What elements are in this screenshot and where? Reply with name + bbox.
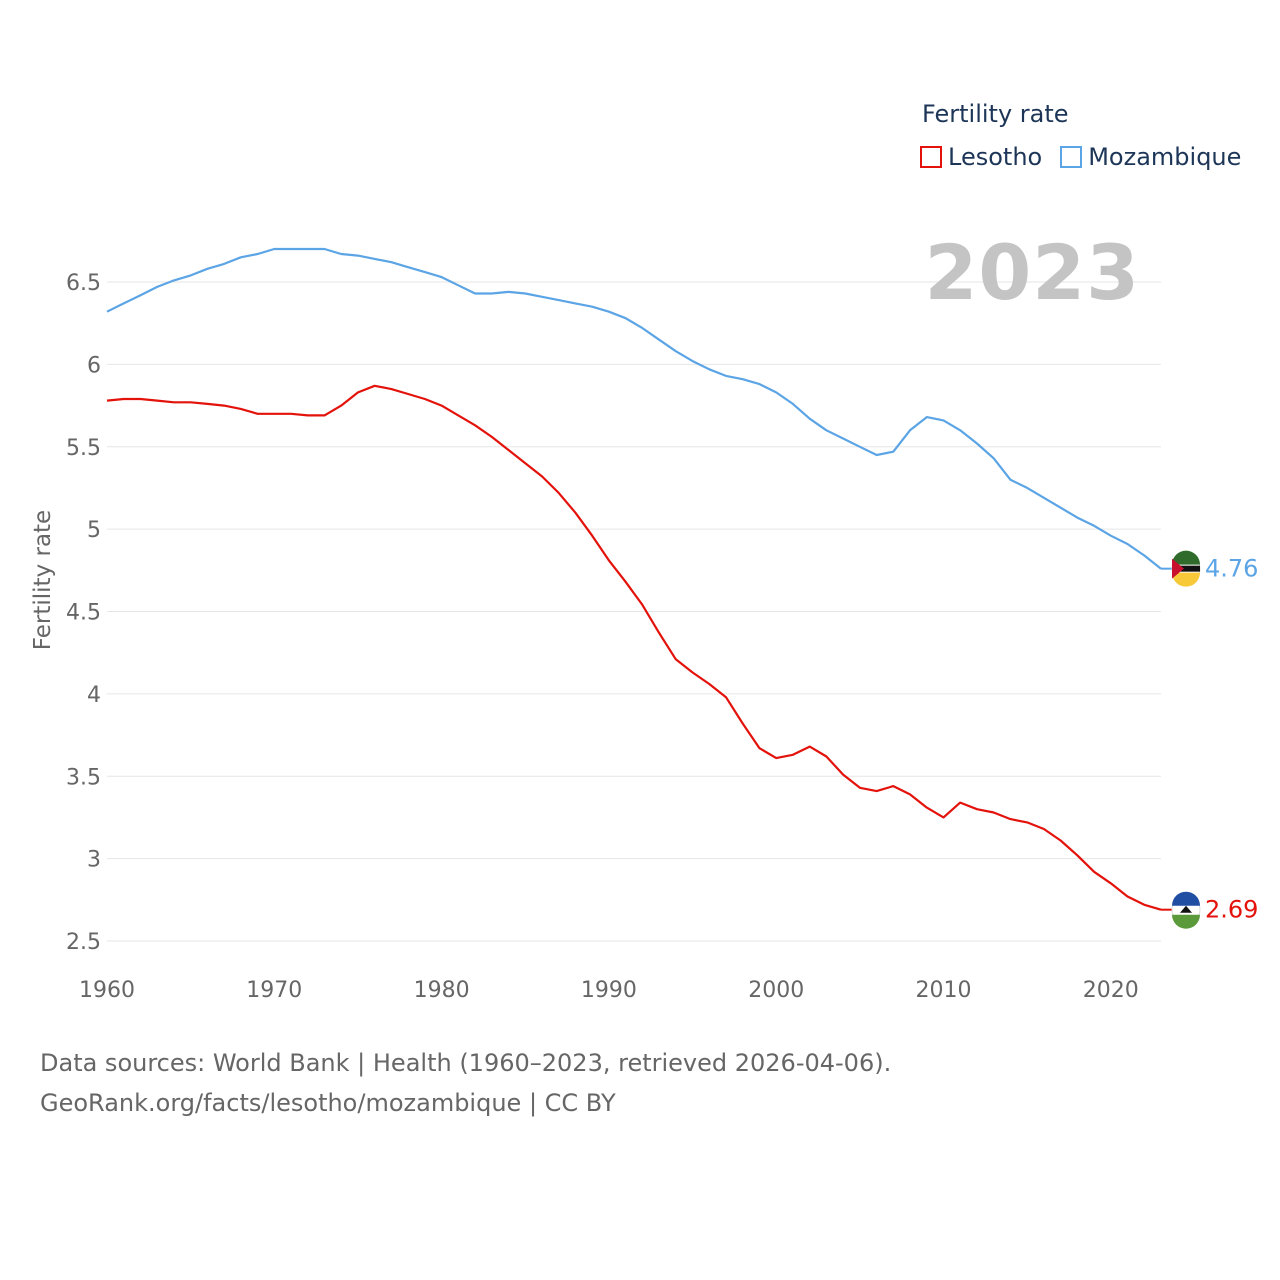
y-tick-label: 4: [87, 683, 101, 708]
y-tick-label: 5: [87, 518, 101, 543]
year-label: 2023: [924, 228, 1140, 317]
x-tick-label: 2020: [1083, 978, 1139, 1003]
series-line-lesotho: [106, 384, 1162, 911]
y-tick-label: 6.5: [66, 271, 101, 296]
legend-label-mozambique: Mozambique: [1088, 143, 1242, 171]
flag-mozambique-red: [1172, 558, 1184, 579]
x-tick-label: 1960: [79, 978, 135, 1003]
source-note: Data sources: World Bank | Health (1960–…: [40, 1043, 891, 1123]
legend-item-lesotho[interactable]: Lesotho: [920, 143, 1042, 171]
legend-title: Fertility rate: [922, 100, 1069, 128]
flag-lesotho-green: [1172, 914, 1200, 929]
legend-label-lesotho: Lesotho: [948, 143, 1043, 171]
source-line-2[interactable]: GeoRank.org/facts/lesotho/mozambique | C…: [40, 1089, 616, 1117]
x-tick-label: 1980: [414, 978, 470, 1003]
x-tick-label: 2010: [916, 978, 972, 1003]
legend-swatch-lesotho: [920, 146, 942, 168]
legend-item-mozambique[interactable]: Mozambique: [1060, 143, 1241, 171]
y-tick-label: 5.5: [66, 436, 101, 461]
end-value-label-mozambique: 4.76: [1205, 555, 1258, 583]
x-tick-label: 2000: [748, 978, 804, 1003]
y-tick-label: 2.5: [66, 930, 101, 955]
y-tick-label: 4.5: [66, 601, 101, 626]
y-tick-label: 3.5: [66, 765, 101, 790]
flag-mozambique-black: [1172, 565, 1200, 572]
y-axis-label: Fertility rate: [30, 510, 56, 650]
source-line-1: Data sources: World Bank | Health (1960–…: [40, 1049, 892, 1077]
x-tick-label: 1970: [246, 978, 302, 1003]
flag-mozambique-yellow: [1172, 572, 1200, 587]
flag-lesotho-hat: [1180, 905, 1192, 913]
x-tick-label: 1990: [581, 978, 637, 1003]
flag-lesotho-blue: [1172, 891, 1200, 906]
y-tick-label: 3: [87, 848, 101, 873]
legend: Lesotho Mozambique: [920, 143, 1241, 171]
y-tick-label: 6: [87, 353, 101, 378]
end-value-label-lesotho: 2.69: [1205, 896, 1258, 924]
series-line-mozambique: [106, 247, 1162, 570]
flag-mozambique-green: [1172, 550, 1200, 565]
legend-swatch-mozambique: [1060, 146, 1083, 168]
